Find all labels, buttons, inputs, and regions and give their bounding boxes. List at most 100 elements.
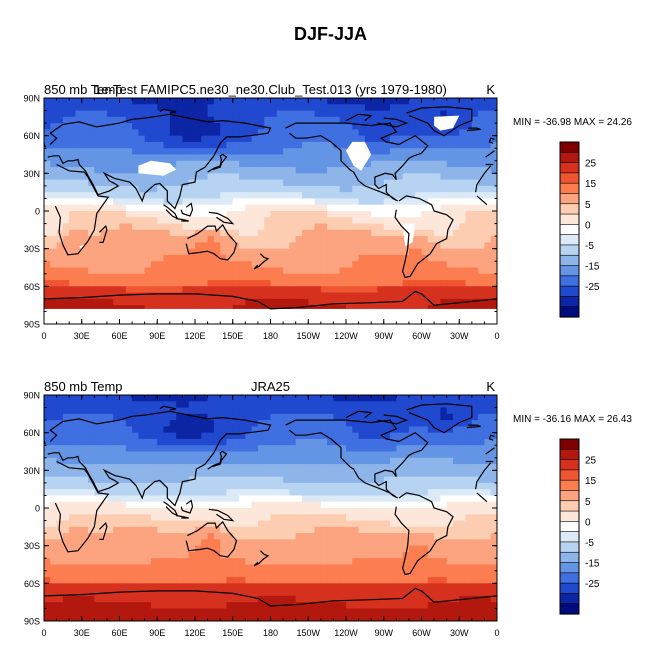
colorbar-swatch (559, 213, 580, 225)
colorbar-swatch (559, 551, 580, 564)
lat-tick-label: 60N (23, 131, 40, 141)
panel-left-label: 850 mb Temp (44, 379, 123, 394)
colorbar-swatch (559, 500, 580, 512)
lon-tick-label: 30W (450, 331, 469, 341)
colorbar-swatch (559, 469, 580, 481)
lon-tick-label: 30E (74, 628, 90, 638)
lon-tick-label: 150W (296, 628, 320, 638)
colorbar-swatch (559, 234, 580, 246)
colorbar-swatch (559, 572, 580, 584)
panel-center-label: JRA25 (251, 379, 290, 394)
lat-tick-label: 30S (24, 244, 40, 254)
colorbar-tick-label: 25 (585, 159, 597, 170)
lon-tick-label: 150E (222, 331, 243, 341)
colorbar-swatch (559, 254, 580, 267)
lon-tick-label: 180 (263, 628, 278, 638)
lon-tick-label: 150E (222, 628, 243, 638)
colorbar-swatch (559, 541, 580, 553)
lon-tick-label: 90W (374, 628, 393, 638)
colorbar-swatch (559, 306, 580, 318)
colorbar-swatch (559, 296, 580, 308)
lon-tick-label: 120W (334, 628, 358, 638)
colorbar-swatch (559, 203, 580, 215)
colorbar-tick-label: 0 (585, 220, 591, 231)
lat-tick-label: 60N (23, 428, 40, 438)
colorbar-tick-label: -5 (585, 241, 594, 252)
lon-tick-label: 120W (334, 331, 358, 341)
lon-tick-label: 150W (296, 331, 320, 341)
lon-tick-label: 90E (149, 331, 165, 341)
panel-units-label: K (486, 379, 495, 394)
colorbar-tick-label: 15 (585, 179, 597, 190)
figure-title: DJF-JJA (293, 24, 368, 44)
lon-tick-label: 60E (111, 628, 127, 638)
lat-tick-label: 90S (24, 320, 40, 330)
min-max-stats: MIN = -36.16 MAX = 26.43 (513, 414, 632, 425)
colorbar-swatch (559, 562, 580, 574)
colorbar-swatch (559, 275, 580, 287)
colorbar-tick-label: 25 (585, 456, 597, 467)
colorbar-swatch (559, 141, 580, 153)
colorbar-swatch (559, 162, 580, 174)
panel-center-label: 1e-Test FAMIPC5.ne30_ne30.Club_Test.013 … (94, 82, 447, 97)
colorbar-tick-label: -5 (585, 538, 594, 549)
lon-tick-label: 30W (450, 628, 469, 638)
colorbar-tick-label: -15 (585, 262, 600, 273)
lon-tick-label: 60E (111, 331, 127, 341)
lat-tick-label: 0 (35, 504, 40, 514)
colorbar: 25 15 5 0 -5 -15 -25 (559, 141, 600, 318)
lon-tick-label: 0 (41, 628, 46, 638)
lat-tick-label: 30S (24, 541, 40, 551)
lon-tick-label: 0 (41, 331, 46, 341)
lon-tick-label: 30E (74, 331, 90, 341)
lat-tick-label: 90S (24, 617, 40, 627)
colorbar-swatch (559, 582, 580, 595)
colorbar-swatch (559, 490, 580, 502)
lat-tick-label: 90N (23, 391, 40, 401)
colorbar-swatch (559, 448, 580, 461)
colorbar-swatch (559, 285, 580, 298)
colorbar-swatch (559, 172, 580, 184)
lat-tick-label: 30N (23, 169, 40, 179)
lat-tick-label: 60S (24, 579, 40, 589)
colorbar-swatch (559, 182, 580, 195)
colorbar-swatch (559, 438, 580, 450)
colorbar-swatch (559, 510, 580, 522)
colorbar-swatch (559, 193, 580, 205)
colorbar-tick-label: -25 (585, 579, 600, 590)
lat-tick-label: 60S (24, 282, 40, 292)
colorbar-swatch (559, 593, 580, 605)
colorbar-swatch (559, 459, 580, 471)
lon-tick-label: 60W (412, 628, 431, 638)
colorbar-swatch (559, 224, 580, 236)
colorbar-tick-label: -15 (585, 559, 600, 570)
lon-tick-label: 120E (184, 628, 205, 638)
lat-tick-label: 0 (35, 207, 40, 217)
colorbar-swatch (559, 521, 580, 533)
lat-tick-label: 90N (23, 94, 40, 104)
lon-tick-label: 0 (494, 628, 499, 638)
lon-tick-label: 180 (263, 331, 278, 341)
colorbar-tick-label: 5 (585, 200, 591, 211)
lon-tick-label: 60W (412, 331, 431, 341)
colorbar-tick-label: 15 (585, 476, 597, 487)
panel-units-label: K (486, 82, 495, 97)
colorbar-swatch (559, 265, 580, 277)
colorbar-swatch (559, 603, 580, 615)
colorbar-tick-label: 5 (585, 497, 591, 508)
colorbar-tick-label: -25 (585, 282, 600, 293)
panel-left-label: 850 mb Temp (44, 82, 123, 97)
colorbar-swatch (559, 479, 580, 492)
lat-tick-label: 30N (23, 466, 40, 476)
colorbar: 25 15 5 0 -5 -15 -25 (559, 438, 600, 615)
colorbar-swatch (559, 244, 580, 256)
lon-tick-label: 90W (374, 331, 393, 341)
lon-tick-label: 120E (184, 331, 205, 341)
colorbar-tick-label: 0 (585, 517, 591, 528)
min-max-stats: MIN = -36.98 MAX = 24.26 (513, 117, 632, 128)
lon-tick-label: 0 (494, 331, 499, 341)
colorbar-swatch (559, 531, 580, 543)
